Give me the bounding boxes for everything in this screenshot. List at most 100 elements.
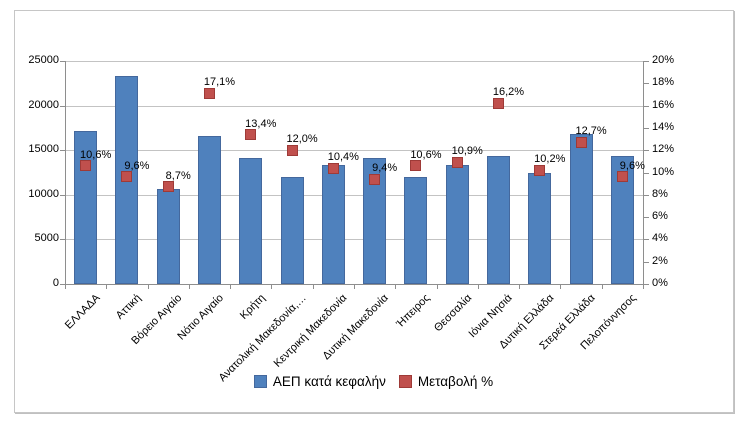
change-marker (162, 181, 174, 193)
gridline (65, 105, 643, 107)
y-axis-right-tick (644, 172, 649, 174)
data-label: 10,6% (410, 148, 442, 161)
x-axis-tick (560, 285, 562, 289)
y-axis-left-tick-label: 15000 (28, 143, 59, 156)
y-axis-right-tick (644, 239, 649, 241)
data-label: 12,0% (286, 133, 318, 146)
y-axis-right-tick-label: 20% (652, 54, 675, 66)
change-marker (327, 162, 339, 174)
x-axis-tick (643, 285, 644, 289)
change-marker (493, 97, 504, 109)
change-marker (245, 129, 257, 141)
data-label: 8,7% (165, 169, 191, 182)
change-marker (286, 144, 298, 156)
data-label: 16,2% (492, 86, 525, 99)
bar (610, 155, 634, 284)
legend-label-change: Μεταβολή % (417, 374, 494, 389)
bar (156, 189, 180, 284)
data-label: 10,2% (534, 153, 566, 166)
y-axis-left-tick (60, 194, 65, 196)
y-axis-right-tick (644, 61, 649, 62)
y-axis-left-tick-label: 0 (52, 277, 59, 289)
bar (74, 131, 98, 284)
x-axis-tick (106, 285, 108, 289)
change-marker (204, 87, 215, 99)
x-axis-tick (477, 285, 479, 289)
y-axis-right-tick (644, 105, 649, 107)
bar (404, 176, 428, 284)
legend-label-gdp: ΑΕΠ κατά κεφαλήν (272, 374, 386, 389)
y-axis-right-tick-label: 14% (652, 120, 675, 133)
bar (445, 164, 469, 284)
change-marker (534, 164, 546, 176)
change-marker (121, 171, 133, 183)
data-label: 9,6% (619, 159, 645, 172)
y-axis-left-tick-label: 25000 (28, 54, 59, 66)
data-label: 10,4% (327, 151, 359, 164)
bar (487, 155, 510, 284)
bar (569, 134, 593, 284)
x-axis-tick (436, 285, 438, 289)
bar (528, 172, 552, 284)
y-axis-right-tick-label: 2% (652, 254, 668, 267)
y-axis-left-tick-label: 20000 (28, 98, 59, 111)
legend-swatch-change-icon (398, 375, 412, 388)
y-axis-right-tick (644, 261, 649, 263)
data-label: 9,6% (124, 159, 150, 172)
x-axis-tick (271, 285, 273, 289)
gridline (65, 239, 643, 241)
y-axis-right-tick-label: 18% (652, 76, 675, 89)
x-axis-tick (312, 285, 314, 289)
y-axis-left-tick-label: 10000 (28, 187, 59, 200)
y-axis-left-tick (60, 61, 65, 62)
y-axis-left-tick (60, 239, 65, 241)
x-axis-tick (601, 285, 603, 289)
y-axis-right-tick (644, 127, 649, 129)
bar (239, 158, 263, 284)
data-label: 10,6% (80, 148, 112, 161)
gridline (65, 150, 643, 152)
data-label: 12,7% (575, 125, 607, 138)
y-axis-right-tick-label: 8% (652, 187, 668, 200)
x-axis-tick (147, 285, 149, 289)
y-axis-left-tick-label: 5000 (34, 232, 59, 245)
y-axis-left-tick (60, 150, 65, 152)
data-label: 10,9% (451, 145, 483, 158)
y-axis-right-tick (644, 217, 649, 219)
data-label: 9,4% (372, 162, 398, 175)
bar (280, 176, 304, 284)
change-marker (410, 160, 422, 172)
gridline (65, 61, 643, 62)
y-axis-right-tick-label: 6% (652, 210, 668, 223)
y-axis-right-tick (644, 194, 649, 196)
bar (321, 164, 345, 284)
y-axis-left-tick (60, 284, 65, 285)
y-axis-right-tick (644, 150, 649, 152)
y-axis-right-line (643, 61, 644, 284)
data-label: 13,4% (245, 117, 277, 130)
change-marker (369, 173, 381, 185)
y-axis-right-tick-label: 0% (652, 277, 668, 289)
legend-item-change: Μεταβολή % (398, 374, 494, 389)
data-label: 17,1% (203, 76, 236, 89)
legend-swatch-gdp-icon (253, 375, 267, 388)
gridline (65, 194, 643, 196)
y-axis-right-tick-label: 10% (652, 165, 675, 178)
x-axis-tick (188, 285, 190, 289)
y-axis-left-line (65, 61, 66, 284)
x-axis-line (65, 284, 644, 285)
change-marker (616, 171, 628, 183)
y-axis-right-tick-label: 4% (652, 232, 668, 245)
change-marker (80, 160, 92, 172)
legend: ΑΕΠ κατά κεφαλήν Μεταβολή % (14, 374, 733, 389)
x-axis-tick (354, 285, 355, 289)
change-marker (575, 136, 587, 148)
bar (363, 157, 387, 284)
bar (198, 135, 221, 284)
x-axis-tick (395, 285, 397, 289)
y-axis-left-tick (60, 105, 65, 107)
x-axis-tick (519, 285, 521, 289)
y-axis-right-tick-label: 16% (652, 98, 675, 111)
change-marker (451, 156, 463, 168)
